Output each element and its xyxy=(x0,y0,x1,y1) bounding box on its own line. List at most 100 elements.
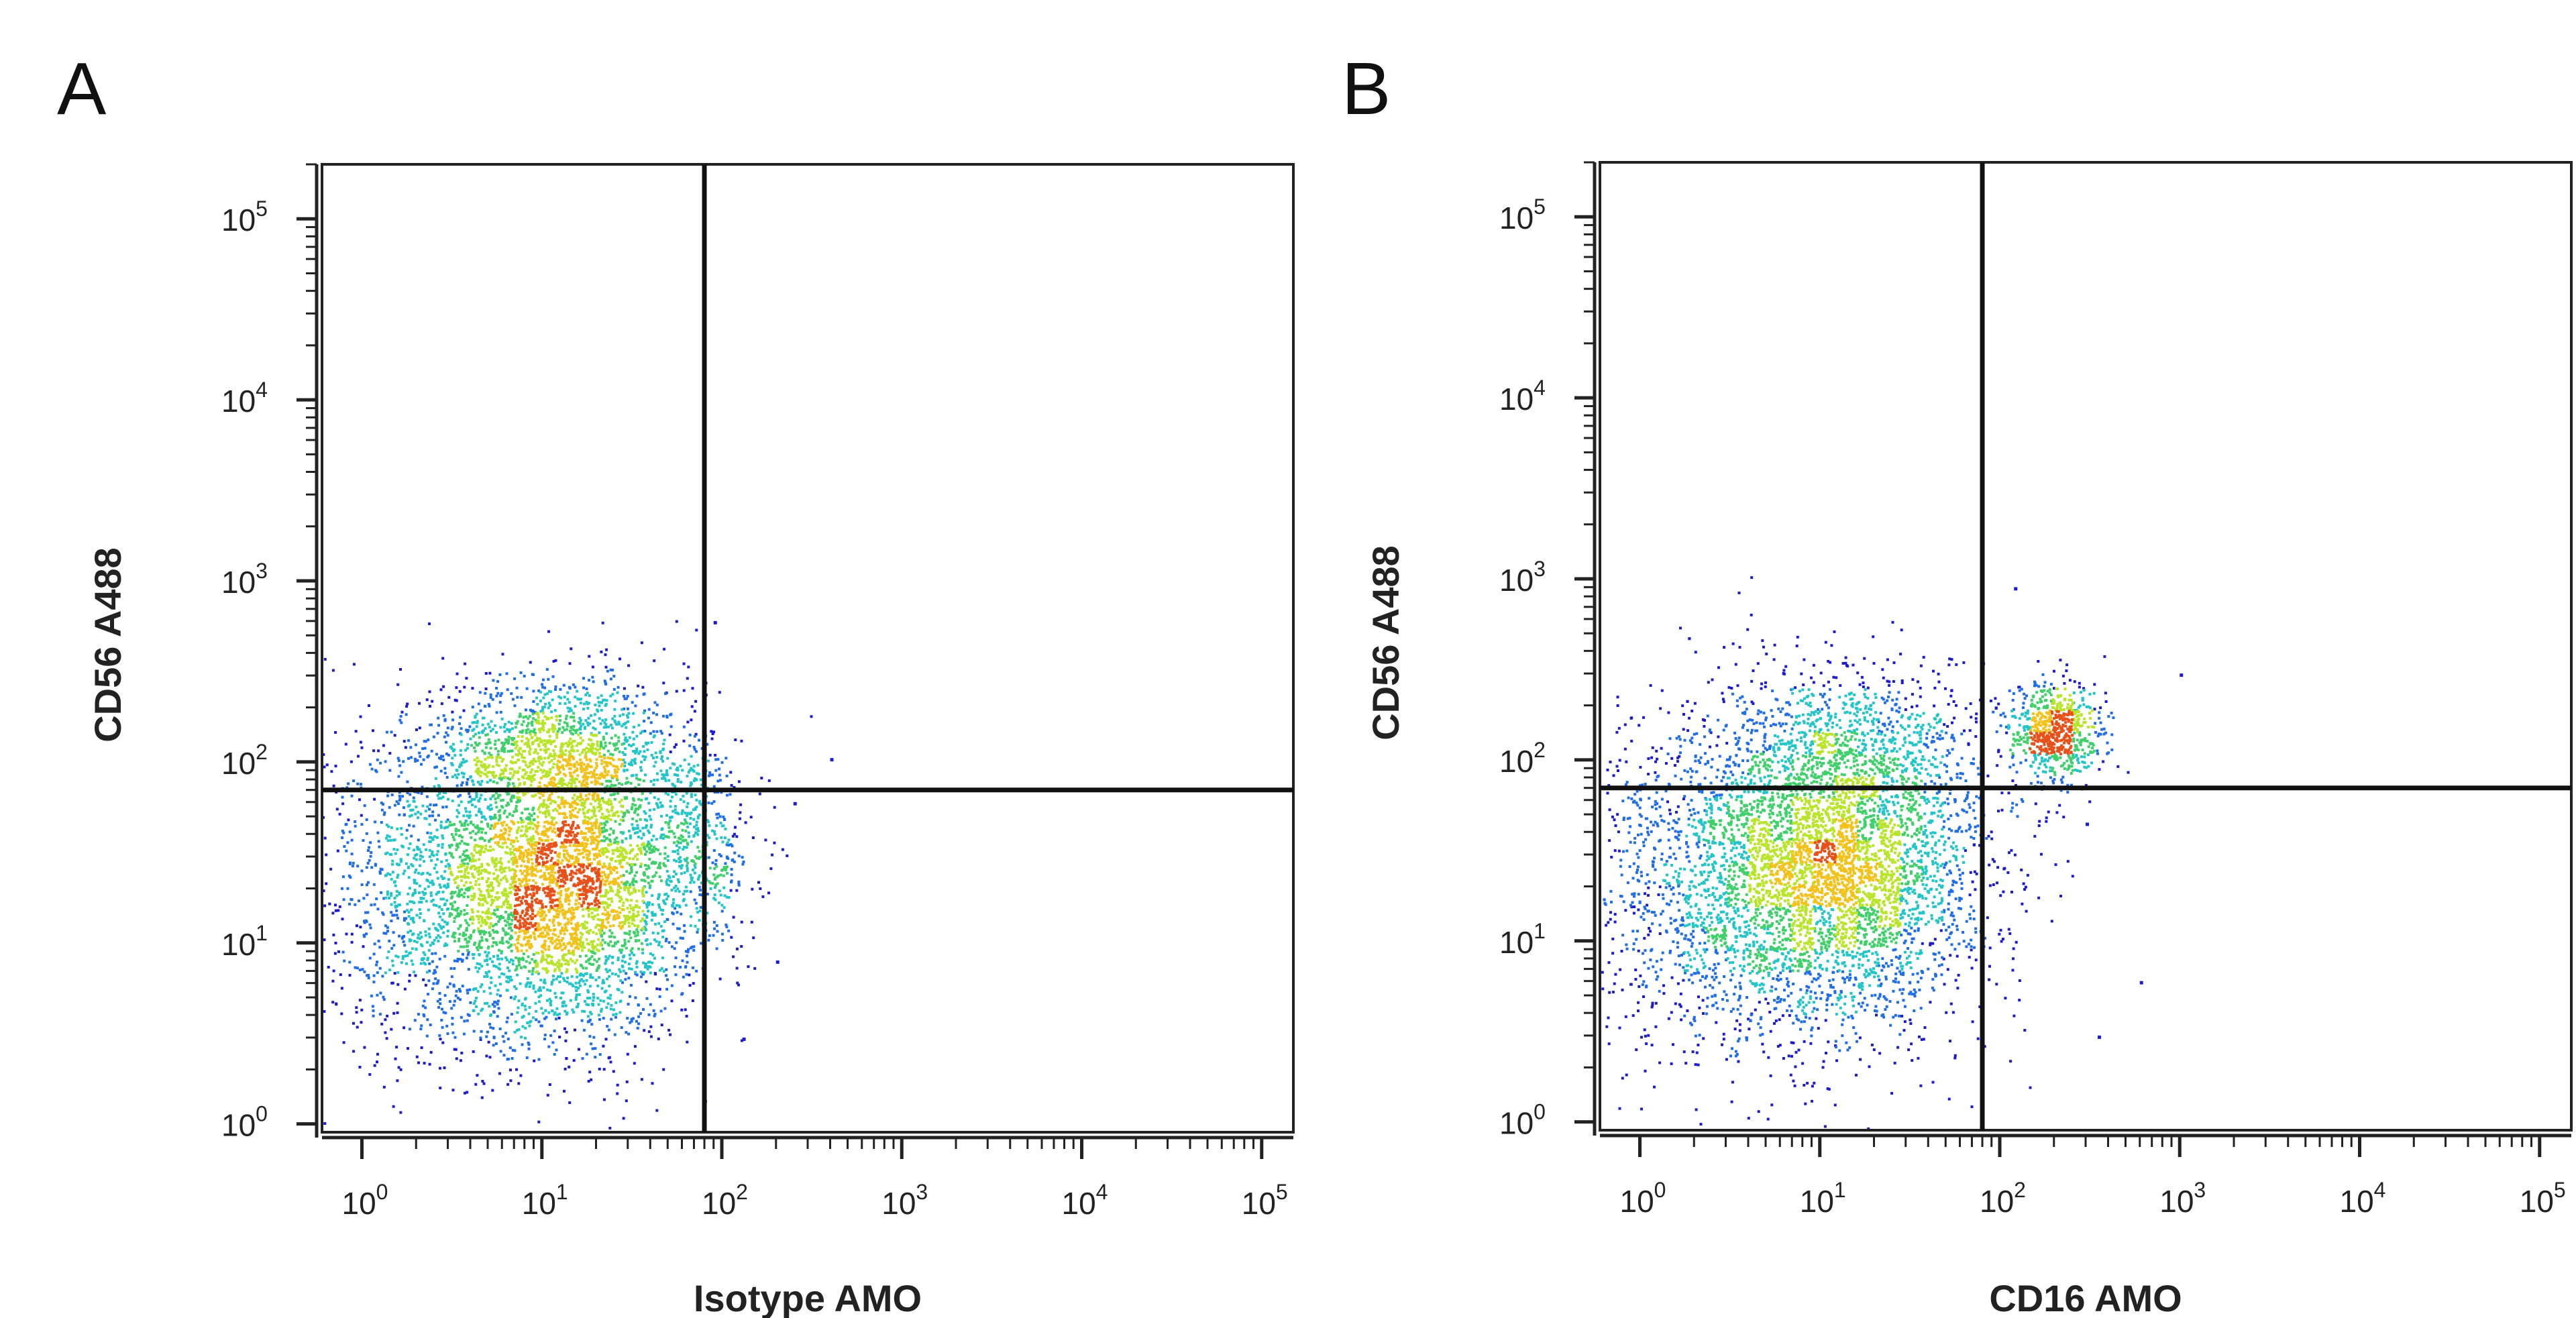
scatter-point xyxy=(649,965,652,969)
scatter-point xyxy=(631,730,635,734)
scatter-point xyxy=(616,685,620,689)
scatter-point xyxy=(509,798,513,802)
scatter-point xyxy=(359,740,362,744)
scatter-point xyxy=(637,924,640,928)
scatter-point xyxy=(578,727,582,730)
scatter-point xyxy=(487,891,490,895)
scatter-point xyxy=(636,824,639,827)
scatter-point xyxy=(431,987,434,991)
scatter-point xyxy=(504,850,507,854)
scatter-point xyxy=(635,871,638,874)
scatter-point xyxy=(493,865,496,869)
scatter-point xyxy=(644,773,647,777)
scatter-point xyxy=(466,922,469,925)
scatter-point xyxy=(417,936,419,940)
scatter-point xyxy=(549,826,552,830)
scatter-point xyxy=(480,812,483,815)
scatter-point xyxy=(382,995,385,999)
scatter-point xyxy=(570,709,573,712)
scatter-point xyxy=(509,891,513,895)
scatter-point xyxy=(448,864,451,867)
scatter-point xyxy=(537,743,540,747)
scatter-point xyxy=(672,810,675,813)
scatter-point xyxy=(427,885,430,888)
scatter-point xyxy=(662,1068,665,1071)
scatter-point xyxy=(500,878,502,881)
scatter-point xyxy=(627,891,631,894)
scatter-point xyxy=(555,834,559,838)
scatter-point xyxy=(621,965,624,968)
scatter-point xyxy=(448,867,451,870)
scatter-point xyxy=(457,773,460,776)
scatter-point xyxy=(557,695,561,698)
scatter-point xyxy=(466,875,469,879)
scatter-point xyxy=(603,850,606,854)
scatter-point xyxy=(625,797,628,800)
scatter-point xyxy=(553,752,556,755)
scatter-point xyxy=(473,848,476,852)
scatter-point xyxy=(506,932,510,936)
scatter-point xyxy=(580,965,584,968)
scatter-point xyxy=(603,839,606,842)
scatter-point xyxy=(494,896,498,899)
scatter-point xyxy=(471,887,474,890)
scatter-point xyxy=(553,830,557,834)
scatter-point xyxy=(501,798,504,802)
scatter-point xyxy=(543,739,546,743)
scatter-point xyxy=(653,808,656,811)
scatter-point xyxy=(501,1035,504,1038)
scatter-point xyxy=(331,979,335,983)
scatter-point xyxy=(621,959,624,963)
scatter-point xyxy=(516,973,519,977)
scatter-point xyxy=(437,724,441,727)
scatter-point xyxy=(498,1072,501,1075)
scatter-point xyxy=(494,801,498,804)
scatter-point xyxy=(553,754,556,757)
scatter-point xyxy=(698,874,701,877)
scatter-point xyxy=(584,754,588,757)
scatter-point xyxy=(463,761,466,764)
scatter-point xyxy=(551,740,555,743)
scatter-point xyxy=(547,948,551,951)
scatter-point xyxy=(548,1083,551,1086)
scatter-point xyxy=(406,702,409,706)
scatter-point xyxy=(651,961,654,965)
scatter-point xyxy=(458,842,462,845)
scatter-point xyxy=(585,687,588,690)
scatter-point xyxy=(576,958,579,962)
scatter-point xyxy=(576,690,579,693)
scatter-point xyxy=(758,792,761,795)
scatter-point xyxy=(555,763,559,767)
scatter-point xyxy=(424,930,427,934)
scatter-point xyxy=(529,761,531,765)
scatter-point xyxy=(606,977,609,981)
scatter-point xyxy=(477,826,480,830)
scatter-point xyxy=(521,759,525,763)
scatter-point xyxy=(492,912,495,915)
scatter-point xyxy=(458,892,460,895)
scatter-point xyxy=(367,881,370,884)
scatter-point xyxy=(515,1029,519,1032)
scatter-point xyxy=(518,766,521,769)
scatter-point xyxy=(635,777,639,780)
scatter-point xyxy=(464,822,467,825)
scatter-point xyxy=(599,722,602,725)
scatter-point xyxy=(574,961,577,965)
scatter-point xyxy=(489,696,492,699)
scatter-point xyxy=(368,1073,372,1076)
scatter-point xyxy=(649,884,652,887)
scatter-point xyxy=(599,745,602,748)
scatter-point xyxy=(458,722,461,725)
scatter-point xyxy=(506,918,510,921)
scatter-point xyxy=(543,749,546,752)
scatter-point xyxy=(642,711,645,714)
scatter-point xyxy=(480,820,483,824)
scatter-point xyxy=(398,813,401,816)
scatter-point xyxy=(561,782,564,785)
scatter-point xyxy=(598,704,601,708)
scatter-point xyxy=(663,901,666,904)
scatter-point xyxy=(508,848,512,851)
scatter-point xyxy=(333,952,337,955)
scatter-point xyxy=(443,767,447,770)
scatter-point xyxy=(606,996,610,999)
